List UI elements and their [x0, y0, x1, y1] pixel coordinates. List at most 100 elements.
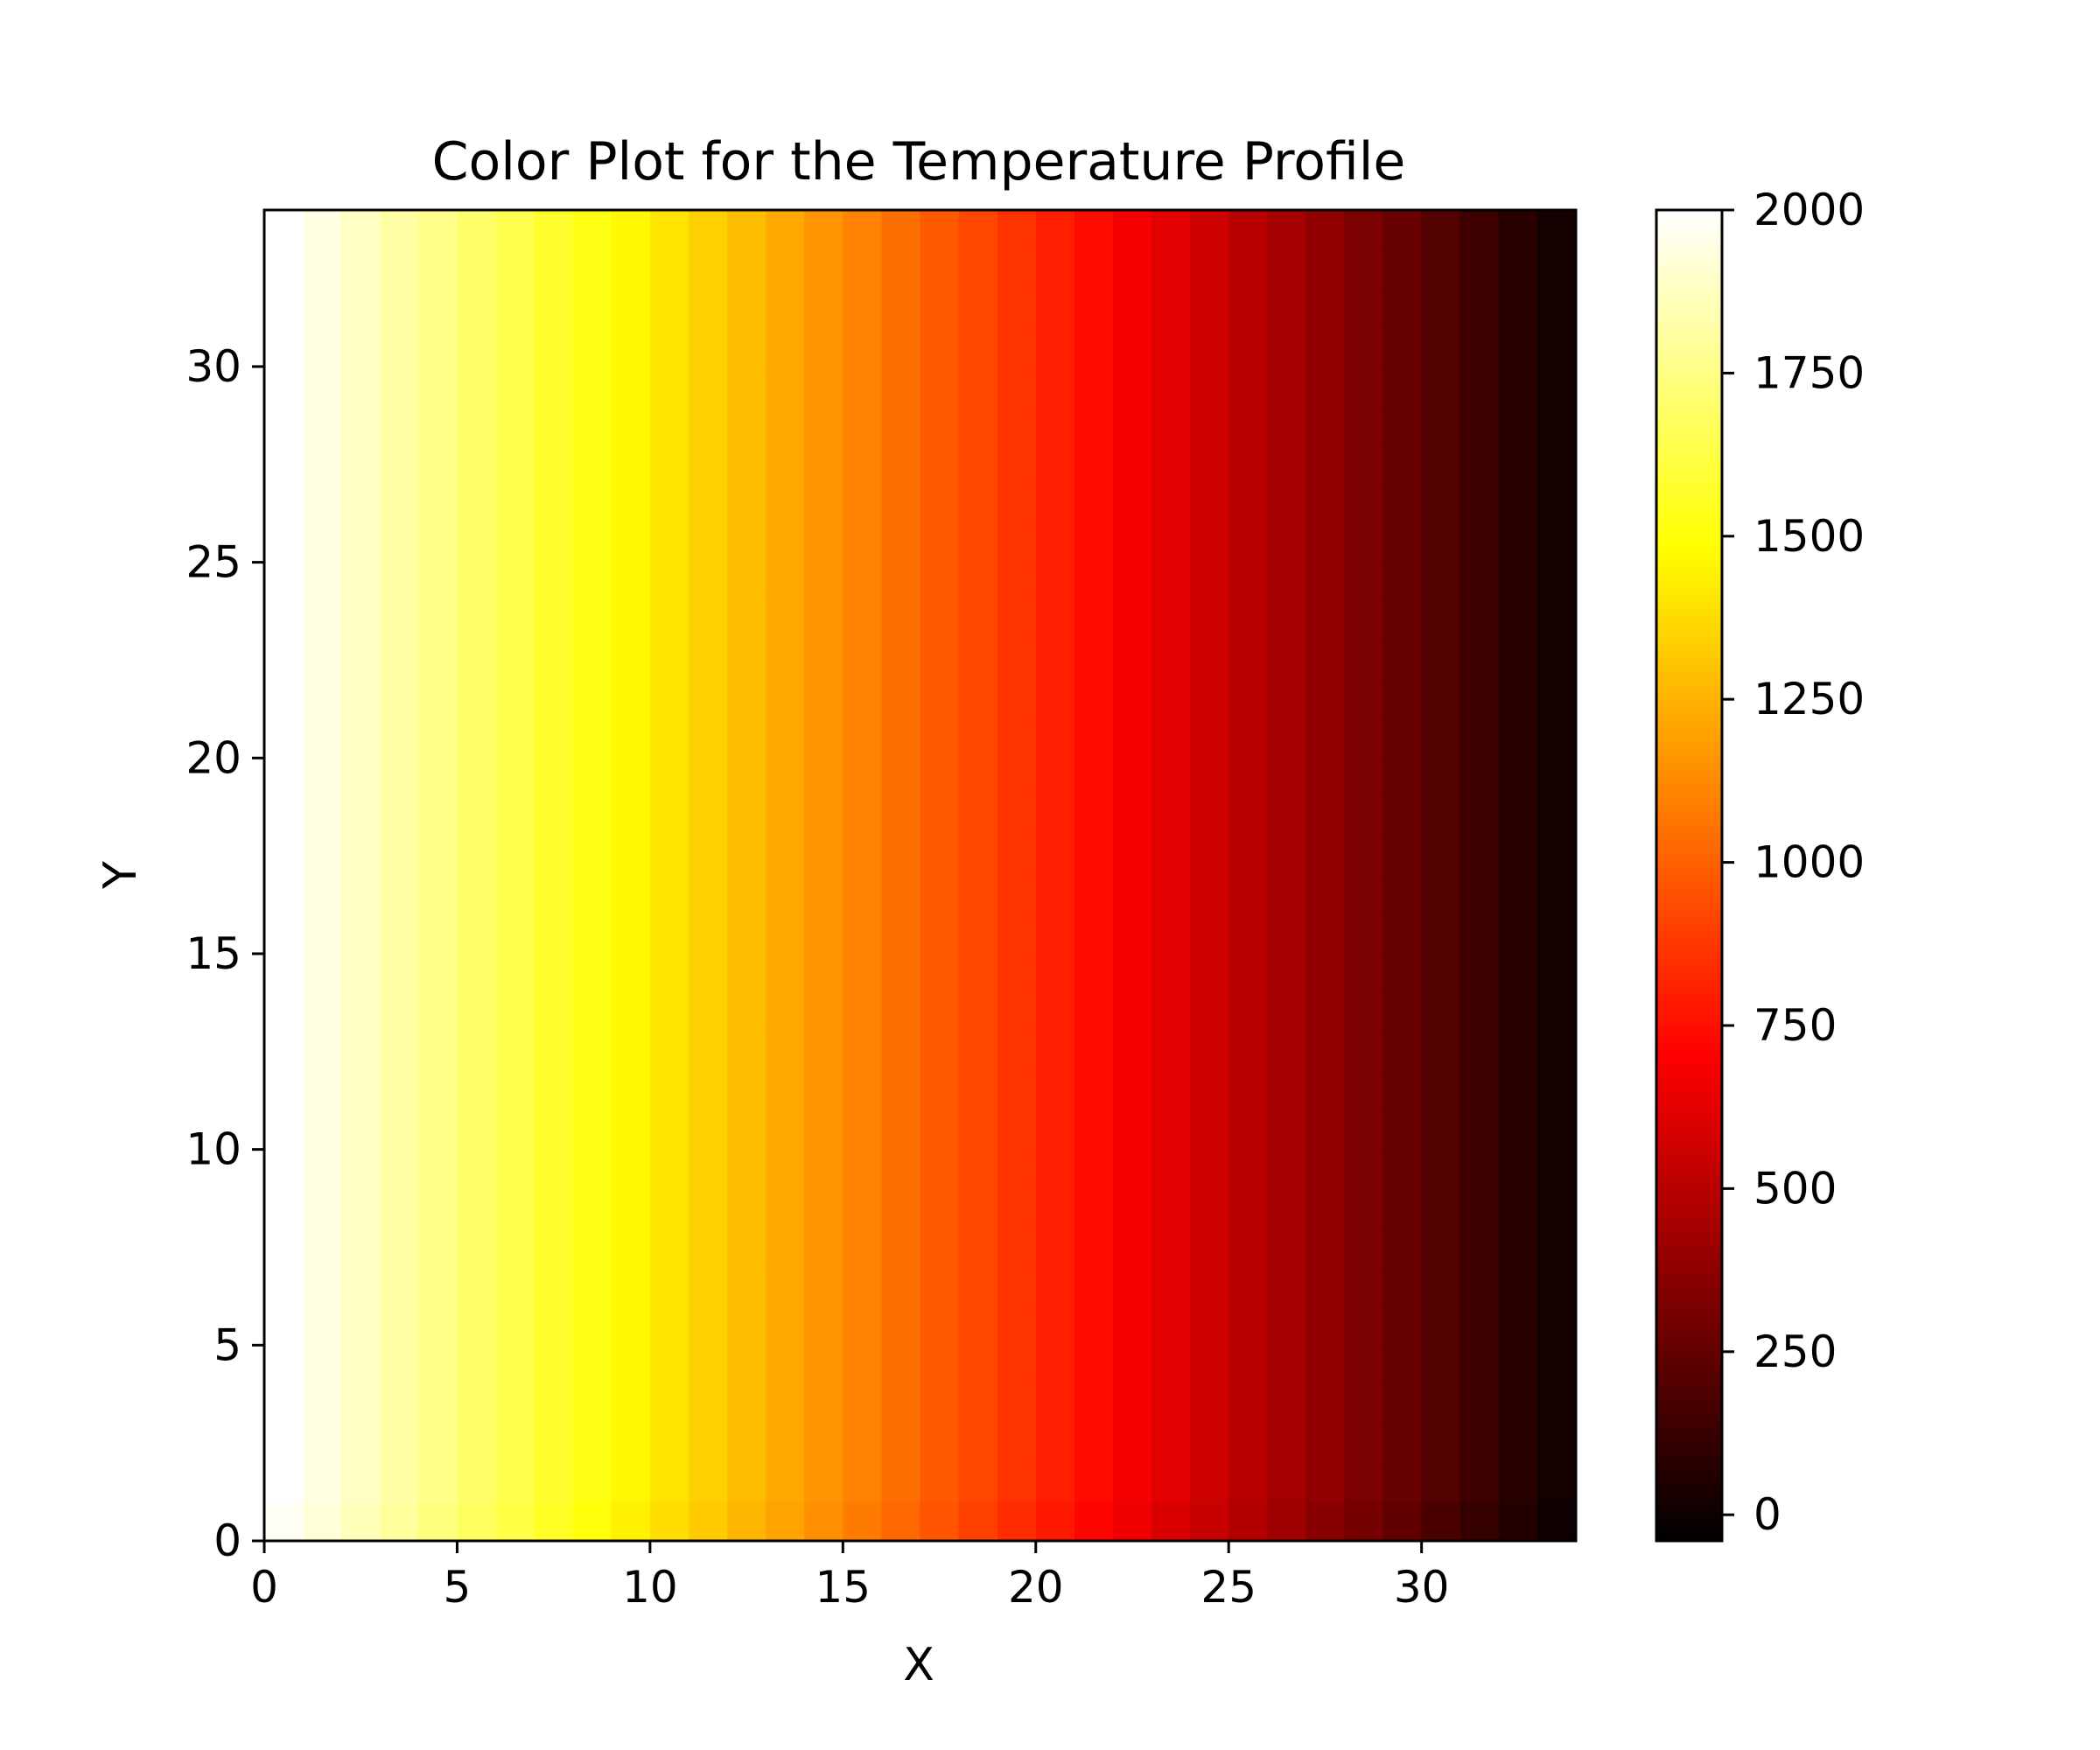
- heatmap-cell: [1306, 366, 1346, 407]
- heatmap-cell: [1306, 327, 1346, 368]
- heatmap-cell: [611, 1228, 651, 1268]
- heatmap-cell: [1536, 1110, 1577, 1151]
- heatmap-cell: [1228, 1384, 1268, 1424]
- heatmap-cell: [495, 1423, 536, 1464]
- heatmap-cell: [1382, 1266, 1423, 1307]
- heatmap-cell: [843, 1149, 883, 1189]
- heatmap-cell: [264, 1306, 304, 1346]
- heatmap-cell: [997, 562, 1037, 602]
- heatmap-cell: [843, 405, 883, 446]
- heatmap-cell: [1267, 248, 1306, 290]
- heatmap-cell: [341, 1032, 381, 1072]
- heatmap-cell: [1190, 718, 1229, 759]
- heatmap-cell: [881, 210, 921, 250]
- heatmap-cell: [766, 1110, 805, 1151]
- heatmap-cell: [1152, 210, 1191, 250]
- heatmap-cell: [264, 522, 304, 564]
- heatmap-cell: [1267, 1071, 1306, 1111]
- heatmap-cell: [1460, 1032, 1500, 1072]
- heatmap-cell: [1228, 601, 1268, 641]
- heatmap-cell: [495, 327, 536, 368]
- heatmap-cell: [1035, 1502, 1075, 1542]
- heatmap-cell: [804, 914, 844, 955]
- heatmap-cell: [1460, 248, 1500, 290]
- heatmap-cell: [1421, 1032, 1461, 1072]
- heatmap-cell: [1498, 522, 1538, 564]
- heatmap-cell: [1306, 248, 1346, 290]
- heatmap-cell: [1152, 327, 1191, 368]
- heatmap-cell: [534, 679, 574, 720]
- heatmap-cell: [1306, 210, 1346, 250]
- heatmap-cell: [264, 1502, 304, 1542]
- heatmap-cell: [380, 1462, 419, 1502]
- heatmap-cell: [380, 288, 419, 328]
- heatmap-cell: [1306, 836, 1346, 877]
- heatmap-cell: [1190, 444, 1229, 485]
- heatmap-cell: [688, 914, 728, 955]
- heatmap-cell: [688, 522, 728, 564]
- heatmap-cell: [843, 288, 883, 328]
- heatmap-cell: [688, 1110, 728, 1151]
- heatmap-cell: [1035, 601, 1075, 641]
- heatmap-cell: [1498, 1306, 1538, 1346]
- heatmap-cell: [958, 210, 998, 250]
- heatmap-cell: [688, 1345, 728, 1385]
- heatmap-cell: [766, 562, 805, 602]
- heatmap-cell: [688, 758, 728, 798]
- heatmap-cell: [958, 797, 998, 837]
- heatmap-cell: [1536, 601, 1577, 641]
- heatmap-cell: [1228, 1032, 1268, 1072]
- heatmap-cell: [688, 1071, 728, 1111]
- heatmap-cell: [534, 797, 574, 837]
- heatmap-cell: [766, 444, 805, 485]
- heatmap-cell: [804, 1266, 844, 1307]
- heatmap-cell: [1074, 1384, 1114, 1424]
- heatmap-cell: [1035, 1149, 1075, 1189]
- heatmap-cell: [1421, 327, 1461, 368]
- heatmap-cell: [1498, 1149, 1538, 1189]
- heatmap-cell: [1498, 1384, 1538, 1424]
- heatmap-cell: [1421, 797, 1461, 837]
- heatmap-cell: [1228, 1188, 1268, 1228]
- heatmap-cell: [611, 1266, 651, 1307]
- heatmap-cell: [380, 1306, 419, 1346]
- heatmap-cell: [1074, 1188, 1114, 1228]
- heatmap-cell: [688, 366, 728, 407]
- heatmap-cell: [534, 875, 574, 915]
- heatmap-cell: [1344, 405, 1384, 446]
- heatmap-cell: [1190, 992, 1229, 1033]
- heatmap-cell: [1074, 444, 1114, 485]
- heatmap-cell: [264, 1188, 304, 1228]
- heatmap-cell: [688, 1228, 728, 1268]
- heatmap-cell: [1035, 210, 1075, 250]
- heatmap-cell: [1112, 1345, 1152, 1385]
- heatmap-cell: [495, 953, 536, 994]
- heatmap-cell: [303, 248, 342, 290]
- y-tick-label: 5: [214, 1320, 242, 1370]
- heatmap-cell: [341, 1188, 381, 1228]
- heatmap-cell: [881, 366, 921, 407]
- heatmap-cell: [457, 1266, 497, 1307]
- heatmap-cell: [1536, 1306, 1577, 1346]
- heatmap-cell: [1498, 797, 1538, 837]
- heatmap-cell: [534, 562, 574, 602]
- heatmap-cell: [997, 1423, 1037, 1464]
- heatmap-cell: [457, 366, 497, 407]
- heatmap-cell: [534, 1032, 574, 1072]
- heatmap-cell: [534, 992, 574, 1033]
- heatmap-cell: [1421, 640, 1461, 681]
- heatmap-cell: [303, 1110, 342, 1151]
- heatmap-cell: [611, 679, 651, 720]
- heatmap-cell: [649, 1423, 690, 1464]
- heatmap-cell: [1074, 327, 1114, 368]
- heatmap-cell: [1306, 288, 1346, 328]
- heatmap-cell: [688, 210, 728, 250]
- heatmap-cell: [303, 1188, 342, 1228]
- heatmap-cell: [997, 522, 1037, 564]
- heatmap-cell: [1498, 1228, 1538, 1268]
- heatmap-cell: [534, 444, 574, 485]
- heatmap-cell: [303, 444, 342, 485]
- heatmap-cell: [997, 1228, 1037, 1268]
- heatmap-cell: [958, 1071, 998, 1111]
- heatmap-cell: [881, 718, 921, 759]
